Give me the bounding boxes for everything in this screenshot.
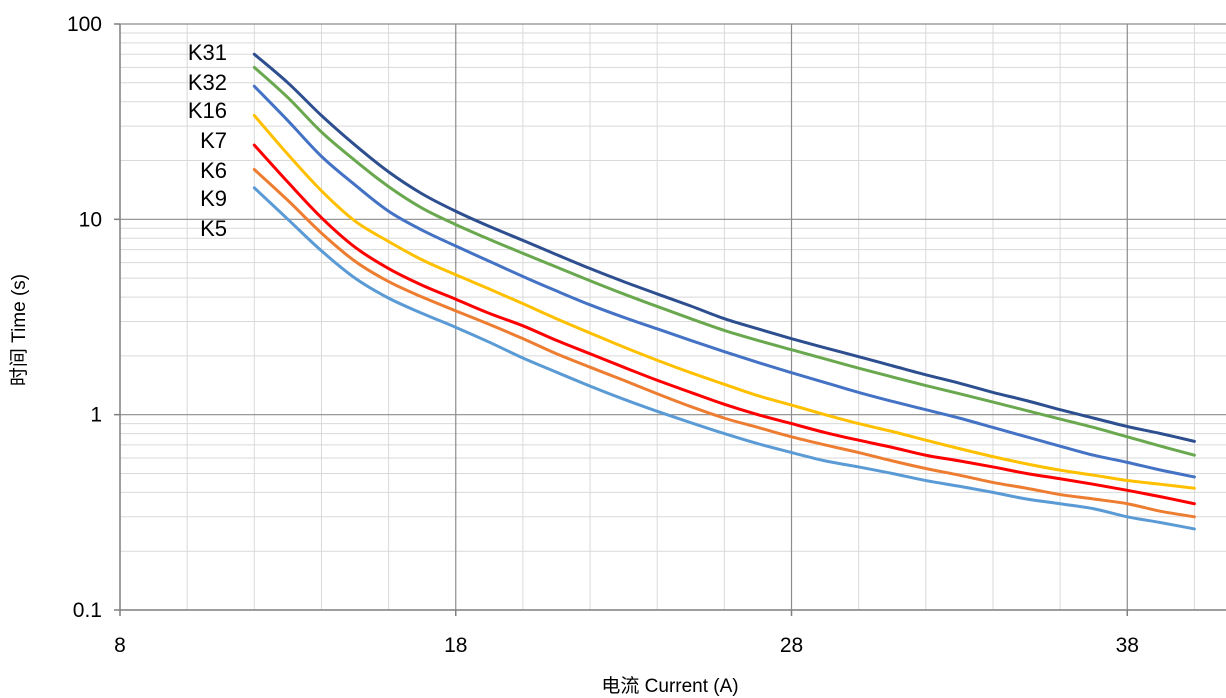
y-tick-labels: 0.1 1 10 100: [67, 13, 102, 622]
x-axis-title: 电流 Current (A): [601, 675, 738, 697]
series-line-k7: [252, 114, 1196, 490]
series-line-k16: [252, 84, 1196, 479]
grid: [120, 23, 1226, 610]
axes: [114, 23, 1226, 616]
series-line-k9: [252, 167, 1196, 519]
series-label-k5: K5: [200, 216, 227, 241]
y-tick-label: 1: [90, 404, 102, 427]
series-label-k32: K32: [188, 70, 227, 95]
y-axis-title: 时间 Time (s): [8, 274, 30, 386]
series-lines: [252, 52, 1196, 531]
x-tick-label: 18: [444, 634, 467, 657]
y-tick-label: 100: [67, 13, 102, 36]
x-tick-label: 28: [780, 634, 803, 657]
y-tick-label: 10: [79, 208, 102, 231]
series-labels: K31 K32 K16 K7 K6 K9 K5: [188, 40, 227, 241]
series-label-k9: K9: [200, 186, 227, 211]
series-line-k31: [252, 52, 1196, 443]
series-line-k6: [252, 143, 1196, 506]
x-tick-label: 38: [1116, 634, 1139, 657]
series-line-k32: [252, 65, 1196, 457]
series-label-k6: K6: [200, 158, 227, 183]
series-line-k5: [252, 186, 1196, 531]
y-tick-label: 0.1: [73, 599, 102, 622]
series-label-k16: K16: [188, 98, 227, 123]
x-tick-label: 8: [114, 634, 126, 657]
series-label-k31: K31: [188, 40, 227, 65]
x-tick-labels: 8 18 28 38: [114, 634, 1139, 657]
series-label-k7: K7: [200, 128, 227, 153]
